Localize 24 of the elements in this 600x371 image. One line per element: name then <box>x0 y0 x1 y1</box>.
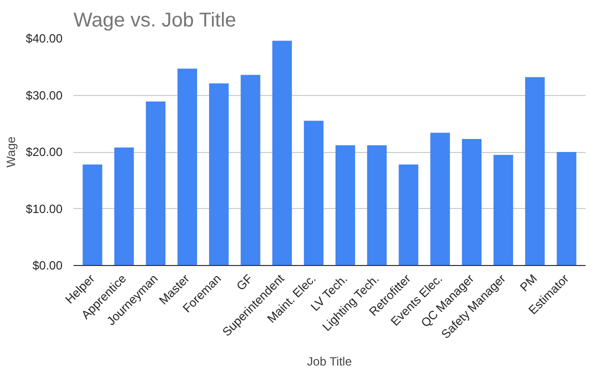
chart-title: Wage vs. Job Title <box>74 10 236 32</box>
bar <box>462 138 482 266</box>
y-tick-label: $40.00 <box>26 32 63 46</box>
y-tick-label: $30.00 <box>26 88 63 102</box>
bar <box>367 145 387 266</box>
bar <box>114 147 134 266</box>
x-axis-title: Job Title <box>307 354 352 368</box>
y-tick-label: $0.00 <box>32 258 63 272</box>
y-axis-title: Wage <box>4 136 18 168</box>
bar <box>209 83 229 266</box>
bar <box>272 40 292 266</box>
y-tick-label: $10.00 <box>26 202 63 216</box>
bar <box>240 74 260 266</box>
bar <box>336 145 356 266</box>
bar <box>146 101 166 266</box>
bar <box>556 152 576 266</box>
bar <box>82 164 102 266</box>
bar <box>430 132 450 266</box>
y-tick-label: $20.00 <box>26 145 63 159</box>
bar <box>304 120 324 266</box>
bar <box>525 77 545 266</box>
bar <box>177 68 198 266</box>
bar <box>494 154 514 266</box>
bar <box>398 164 418 266</box>
